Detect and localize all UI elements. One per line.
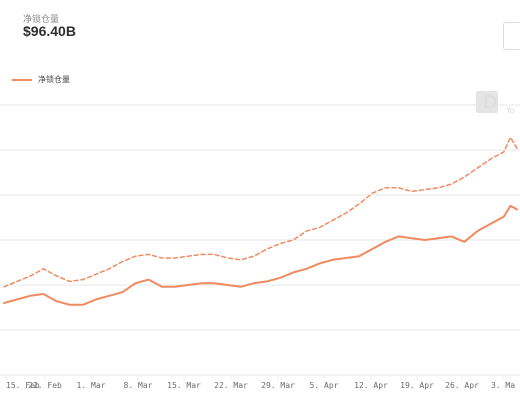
legend-label: 净锁仓量 — [38, 75, 70, 84]
x-axis-tick-label: 26. Apr — [445, 381, 479, 390]
legend[interactable]: 净锁仓量 — [12, 74, 70, 85]
series-line-dashed — [3, 136, 518, 288]
x-axis-tick-label: 15. Feb — [6, 381, 40, 390]
x-axis-tick-label: 15. Mar — [167, 381, 201, 390]
watermark-logo-box — [476, 91, 498, 113]
x-axis-tick-label: 8. Mar — [124, 381, 153, 390]
x-axis-tick-label: 22. Mar — [214, 381, 248, 390]
series-line-solid — [3, 204, 518, 306]
x-axis-tick-label: 3. Ma — [491, 381, 515, 390]
metric-value: $96.40B — [23, 23, 76, 39]
x-axis-tick-label: 22. Feb — [28, 381, 62, 390]
top-right-control-button[interactable] — [503, 22, 520, 50]
x-axis-tick-label: 29. Mar — [261, 381, 295, 390]
watermark: D Yo — [476, 91, 515, 115]
watermark-sub-text: Yo — [505, 106, 515, 115]
x-axis-tick-label: 19. Apr — [400, 381, 434, 390]
grid-layer — [0, 104, 520, 376]
x-axis-tick-label: 1. Mar — [77, 381, 106, 390]
series-layer — [3, 136, 518, 306]
x-axis-tick-label: 12. Apr — [354, 381, 388, 390]
watermark-main-text: D — [483, 92, 497, 113]
metric-label: 净锁仓量 — [23, 15, 60, 25]
x-axis-tick-label: 5. Apr — [310, 381, 339, 390]
legend-swatch — [12, 78, 32, 81]
